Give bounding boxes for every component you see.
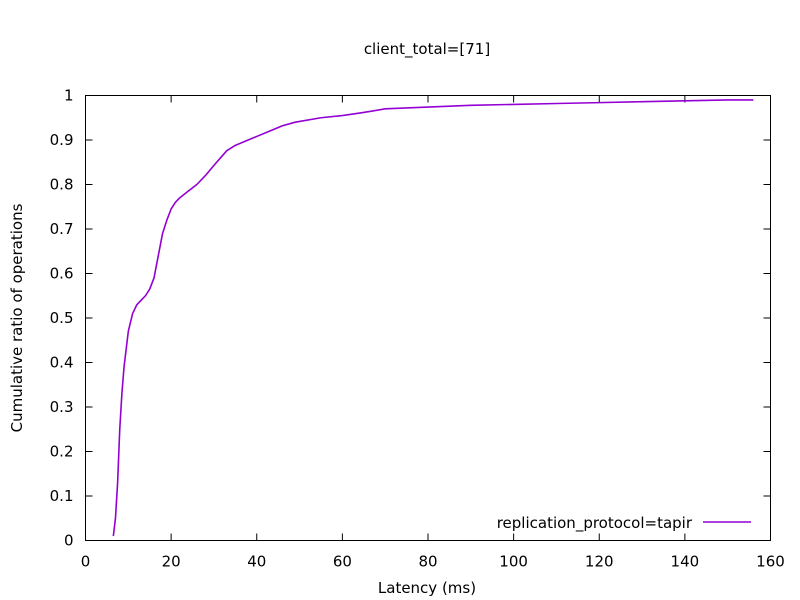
y-tick-label: 0.2	[50, 443, 74, 461]
x-axis-ticks: 0 20 40 60 80 100 120 140 160	[81, 95, 785, 571]
x-axis-label: Latency (ms)	[378, 579, 476, 597]
x-tick-label: 140	[671, 553, 700, 571]
legend-label: replication_protocol=tapir	[497, 514, 693, 533]
x-tick-label: 160	[756, 553, 785, 571]
x-tick-label: 20	[162, 553, 181, 571]
x-tick-label: 40	[247, 553, 266, 571]
chart-title: client_total=[71]	[364, 40, 490, 59]
y-tick-label: 1	[64, 87, 74, 105]
x-tick-label: 60	[333, 553, 352, 571]
y-tick-label: 0.7	[50, 220, 74, 238]
y-tick-label: 0.1	[50, 487, 74, 505]
series-layer	[112, 99, 754, 537]
y-tick-label: 0.6	[50, 265, 74, 283]
y-tick-label: 0.3	[50, 398, 74, 416]
x-tick-label: 0	[81, 553, 91, 571]
y-tick-label: 0.5	[50, 309, 74, 327]
y-tick-label: 0.8	[50, 176, 74, 194]
x-tick-label: 120	[585, 553, 614, 571]
y-axis-ticks: 0 0.1 0.2 0.3 0.4 0.5 0.6 0.7 0.8 0.9 1	[50, 87, 771, 550]
y-tick-label: 0.4	[50, 354, 74, 372]
x-tick-label: 80	[418, 553, 437, 571]
legend: replication_protocol=tapir	[497, 514, 751, 533]
series-line	[112, 99, 754, 537]
y-tick-label: 0.9	[50, 131, 74, 149]
y-tick-label: 0	[64, 532, 74, 550]
x-tick-label: 100	[499, 553, 528, 571]
y-axis-label: Cumulative ratio of operations	[8, 203, 26, 432]
plot-frame	[85, 95, 771, 541]
